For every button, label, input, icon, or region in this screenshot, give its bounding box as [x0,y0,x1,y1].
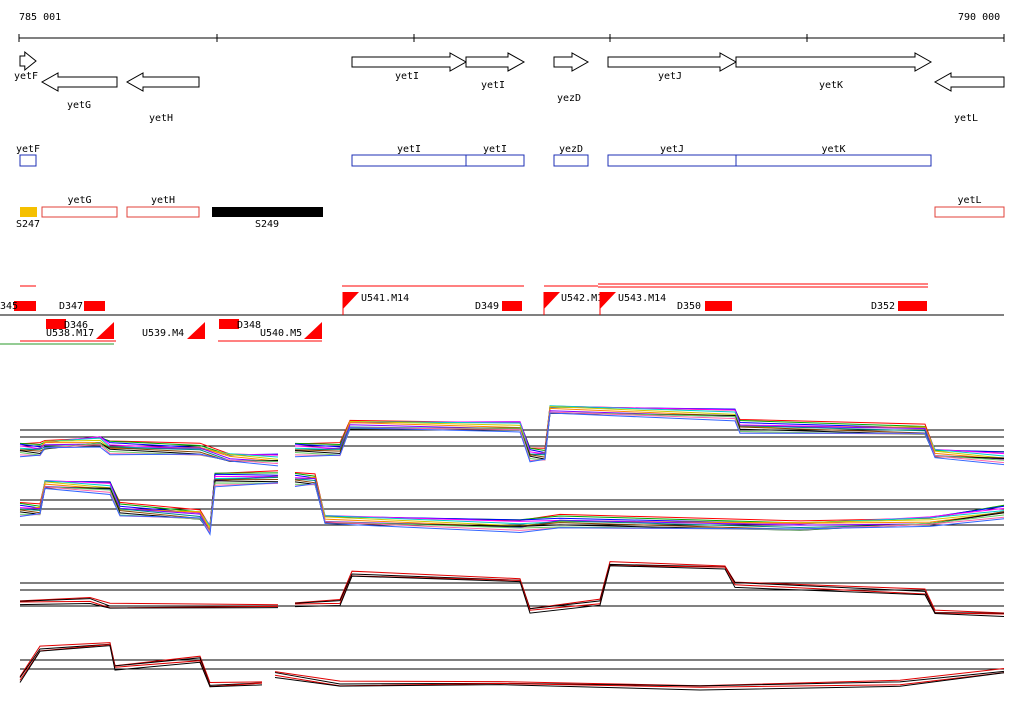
expression-profile-line [294,412,1005,460]
gene-arrow [607,52,738,72]
expression-profile-line [19,602,279,609]
red-feature-box [41,206,118,218]
expression-profile-line [19,598,279,607]
expression-profile-line [294,563,1005,614]
expression-profile-line [294,565,1005,618]
red-feature-box [126,206,200,218]
feature-label-upper: D347 [59,301,83,312]
feature-label-lower: U539.M4 [142,328,184,339]
feature-flag [600,292,616,309]
feature-flag [187,322,205,339]
gene-arrow-label: yetG [67,100,91,111]
feature-label-lower: U540.M5 [260,328,302,339]
blue-feature-box [19,154,37,167]
gene-arrow-label: yezD [557,93,581,104]
ruler-start-label: 785 001 [19,12,62,23]
feature-flag [544,292,560,309]
expression-profile-line [294,561,1005,614]
feature-label-upper: U543.M14 [618,293,666,304]
gene-arrow [553,52,590,72]
feature-block [14,301,36,311]
feature-flag [304,322,322,339]
gene-arrow-label: yetK [819,80,843,91]
segment-label: S247 [16,219,40,230]
feature-flag [343,292,359,309]
expression-profile-line [294,410,1005,460]
expression-profile-line [294,472,1005,524]
blue-feature-label: yetI [397,144,421,155]
gene-arrow [40,72,118,92]
segment-label: S249 [255,219,279,230]
gene-arrow-label: yetF [14,71,38,82]
feature-flag [96,322,114,339]
expression-profile-line [274,672,1005,688]
feature-label-upper: D350 [677,301,701,312]
segment-box [20,207,37,217]
feature-block [46,319,66,329]
gene-arrow [125,72,200,92]
expression-profile-line [274,672,1005,691]
blue-feature-label: yetK [821,144,845,155]
red-feature-label: yetH [151,195,175,206]
expression-profile-line [294,411,1005,461]
gene-arrow [19,50,37,72]
blue-feature-box [351,154,467,167]
blue-feature-box [465,154,525,167]
expression-profile-line [19,645,263,688]
feature-label-lower: U538.M17 [46,328,94,339]
gene-arrow-label: yetH [149,113,173,124]
segment-box [212,207,323,217]
feature-label-upper: D349 [475,301,499,312]
feature-label-upper: D352 [871,301,895,312]
expression-profile-line [294,472,1005,522]
expression-profile-line [19,643,263,688]
ruler-end-label: 790 000 [958,12,1001,23]
gene-arrow-label: yetI [395,71,419,82]
expression-profile-line [294,412,1005,466]
blue-feature-box [607,154,737,167]
gene-arrow-label: yetJ [658,71,682,82]
blue-feature-box [735,154,932,167]
feature-label-upper: U541.M14 [361,293,409,304]
expression-profile-line [294,405,1005,457]
expression-profile-line [19,482,279,536]
expression-profile-line [19,642,263,684]
feature-label-upper: 345 [0,301,18,312]
gene-arrow [351,52,468,72]
expression-profile-line [294,412,1005,459]
gene-arrow-label: yetL [954,113,978,124]
blue-feature-label: yetJ [660,144,684,155]
feature-label-upper: U542.M17 [561,293,609,304]
red-feature-label: yetL [957,195,981,206]
blue-feature-box [553,154,589,167]
blue-feature-label: yetI [483,144,507,155]
gene-arrow [465,52,526,72]
expression-profile-line [274,670,1005,687]
expression-profile-line [274,668,1005,687]
feature-block [705,301,732,311]
feature-block [898,301,927,311]
blue-feature-label: yezD [559,144,583,155]
expression-profile-line [294,412,1005,459]
blue-feature-label: yetF [16,144,40,155]
gene-arrow [735,52,933,72]
feature-label-lower: D346 [64,320,88,331]
feature-block [219,319,239,329]
feature-block [502,301,522,311]
expression-profile-line [19,475,279,532]
red-feature-box [934,206,1005,218]
gene-arrow [933,72,1005,92]
expression-profile-line [19,597,279,606]
red-feature-label: yetG [67,195,91,206]
feature-block [84,301,105,311]
gene-arrow-label: yetI [481,80,505,91]
expression-profile-line [19,446,279,467]
expression-profile-line [294,482,1005,533]
expression-profile-line [19,600,279,609]
feature-label-lower: D348 [237,320,261,331]
